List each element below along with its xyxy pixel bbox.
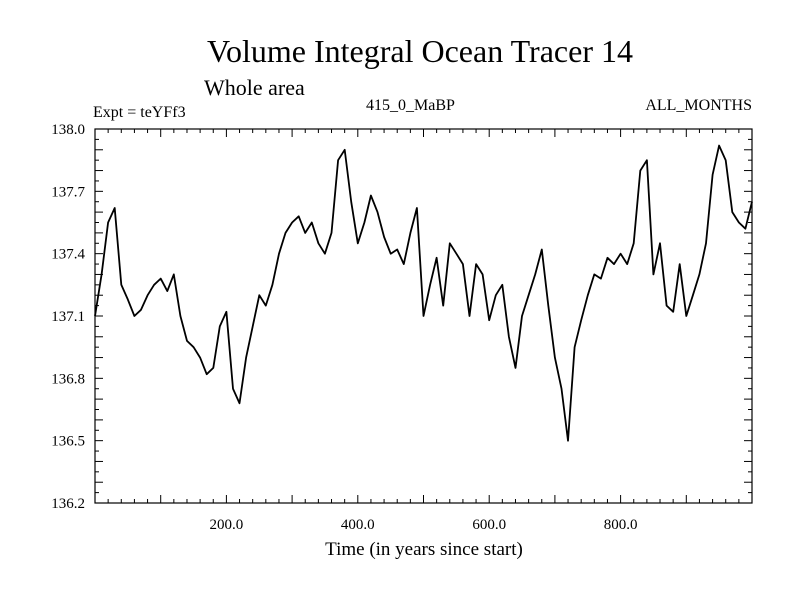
y-tick-label: 136.2 [51, 496, 85, 512]
x-tick-label: 600.0 [472, 517, 506, 533]
chart-title: Volume Integral Ocean Tracer 14 [207, 33, 633, 69]
x-tick-label: 200.0 [210, 517, 244, 533]
x-tick-label: 400.0 [341, 517, 375, 533]
months-label: ALL_MONTHS [645, 97, 752, 114]
period-label: 415_0_MaBP [366, 97, 455, 114]
x-axis-label: Time (in years since start) [325, 539, 523, 560]
x-tick-labels: 200.0 400.0 600.0 800.0 [210, 517, 638, 533]
experiment-label: Expt = teYFf3 [93, 104, 186, 121]
y-tick-label: 137.7 [51, 184, 85, 200]
chart-subtitle: Whole area [204, 75, 305, 100]
y-tick-label: 137.1 [51, 309, 85, 325]
y-tick-label: 137.4 [51, 247, 85, 263]
series-line [94, 144, 753, 442]
y-tick-label: 138.0 [51, 122, 85, 138]
y-tick-label: 136.5 [51, 434, 85, 450]
plot-area-frame [94, 128, 753, 504]
y-tick-label: 136.8 [51, 371, 85, 387]
x-tick-label: 800.0 [604, 517, 638, 533]
y-tick-labels: 136.2 136.5 136.8 137.1 137.4 137.7 138.0 [51, 122, 85, 512]
